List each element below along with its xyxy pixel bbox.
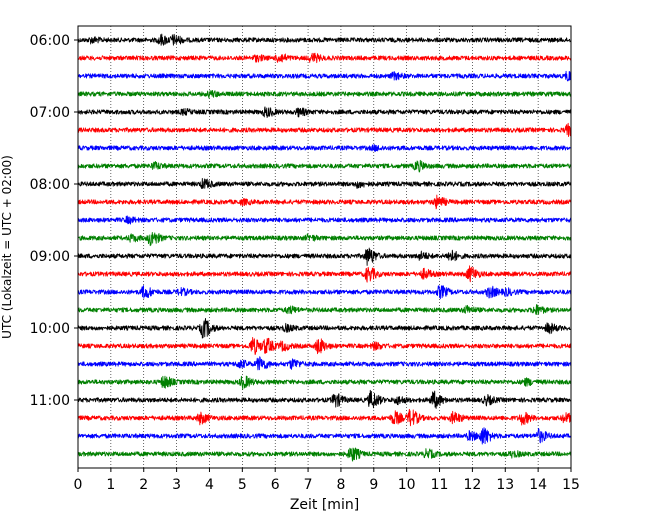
x-tick-label: 11 [431,477,449,493]
trace-line [77,90,572,99]
trace-line [77,265,572,283]
y-tick-label: 11:00 [30,393,70,409]
trace-line [77,356,572,371]
y-tick-label: 06:00 [30,33,70,49]
y-tick-label: 08:00 [30,177,70,193]
x-tick-label: 3 [172,477,181,493]
trace-layer [77,33,572,462]
y-tick-label: 07:00 [30,105,70,121]
x-tick-label: 9 [369,477,378,493]
trace-line [77,317,572,339]
trace-line [77,247,572,266]
x-tick-label: 4 [205,477,214,493]
x-tick-label: 13 [496,477,514,493]
trace-line [77,106,572,118]
x-axis-ticks: 0 1 2 3 4 5 6 7 8 9 10 11 12 13 14 15 [74,468,580,493]
x-tick-label: 15 [562,477,580,493]
y-axis-ticks: 06:00 07:00 08:00 09:00 10:00 11:00 [30,33,78,409]
x-tick-label: 14 [529,477,547,493]
trace-line [77,389,572,409]
trace-line [77,194,572,210]
trace-line [77,408,572,427]
trace-line [77,447,572,462]
x-tick-label: 0 [74,477,83,493]
trace-line [77,52,572,64]
y-tick-label: 10:00 [30,321,70,337]
trace-line [77,375,572,390]
y-axis-label: UTC (Lokalzeit = UTC + 02:00) [0,155,14,339]
x-tick-label: 7 [304,477,313,493]
x-axis-label: Zeit [min] [290,497,359,513]
trace-line [77,159,572,173]
trace-line [77,285,572,300]
x-tick-label: 5 [238,477,247,493]
trace-line [77,336,572,356]
trace-line [77,231,572,247]
trace-line [77,304,572,316]
x-tick-label: 8 [336,477,345,493]
x-tick-label: 6 [271,477,280,493]
trace-line [77,427,572,445]
x-tick-label: 1 [106,477,115,493]
trace-line [77,215,572,225]
plot-frame [77,25,572,469]
trace-line [77,178,572,189]
x-tick-label: 2 [139,477,148,493]
x-tick-label: 12 [463,477,481,493]
x-tick-label: 10 [398,477,416,493]
trace-line [77,33,572,46]
trace-line [77,122,572,137]
trace-line [77,143,572,152]
y-tick-label: 09:00 [30,249,70,265]
trace-line [77,70,572,82]
